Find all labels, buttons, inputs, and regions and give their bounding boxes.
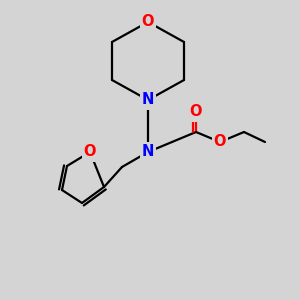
Text: O: O: [142, 14, 154, 29]
Text: O: O: [190, 104, 202, 119]
Text: O: O: [214, 134, 226, 149]
Text: O: O: [84, 145, 96, 160]
Text: N: N: [142, 145, 154, 160]
Text: N: N: [142, 92, 154, 107]
